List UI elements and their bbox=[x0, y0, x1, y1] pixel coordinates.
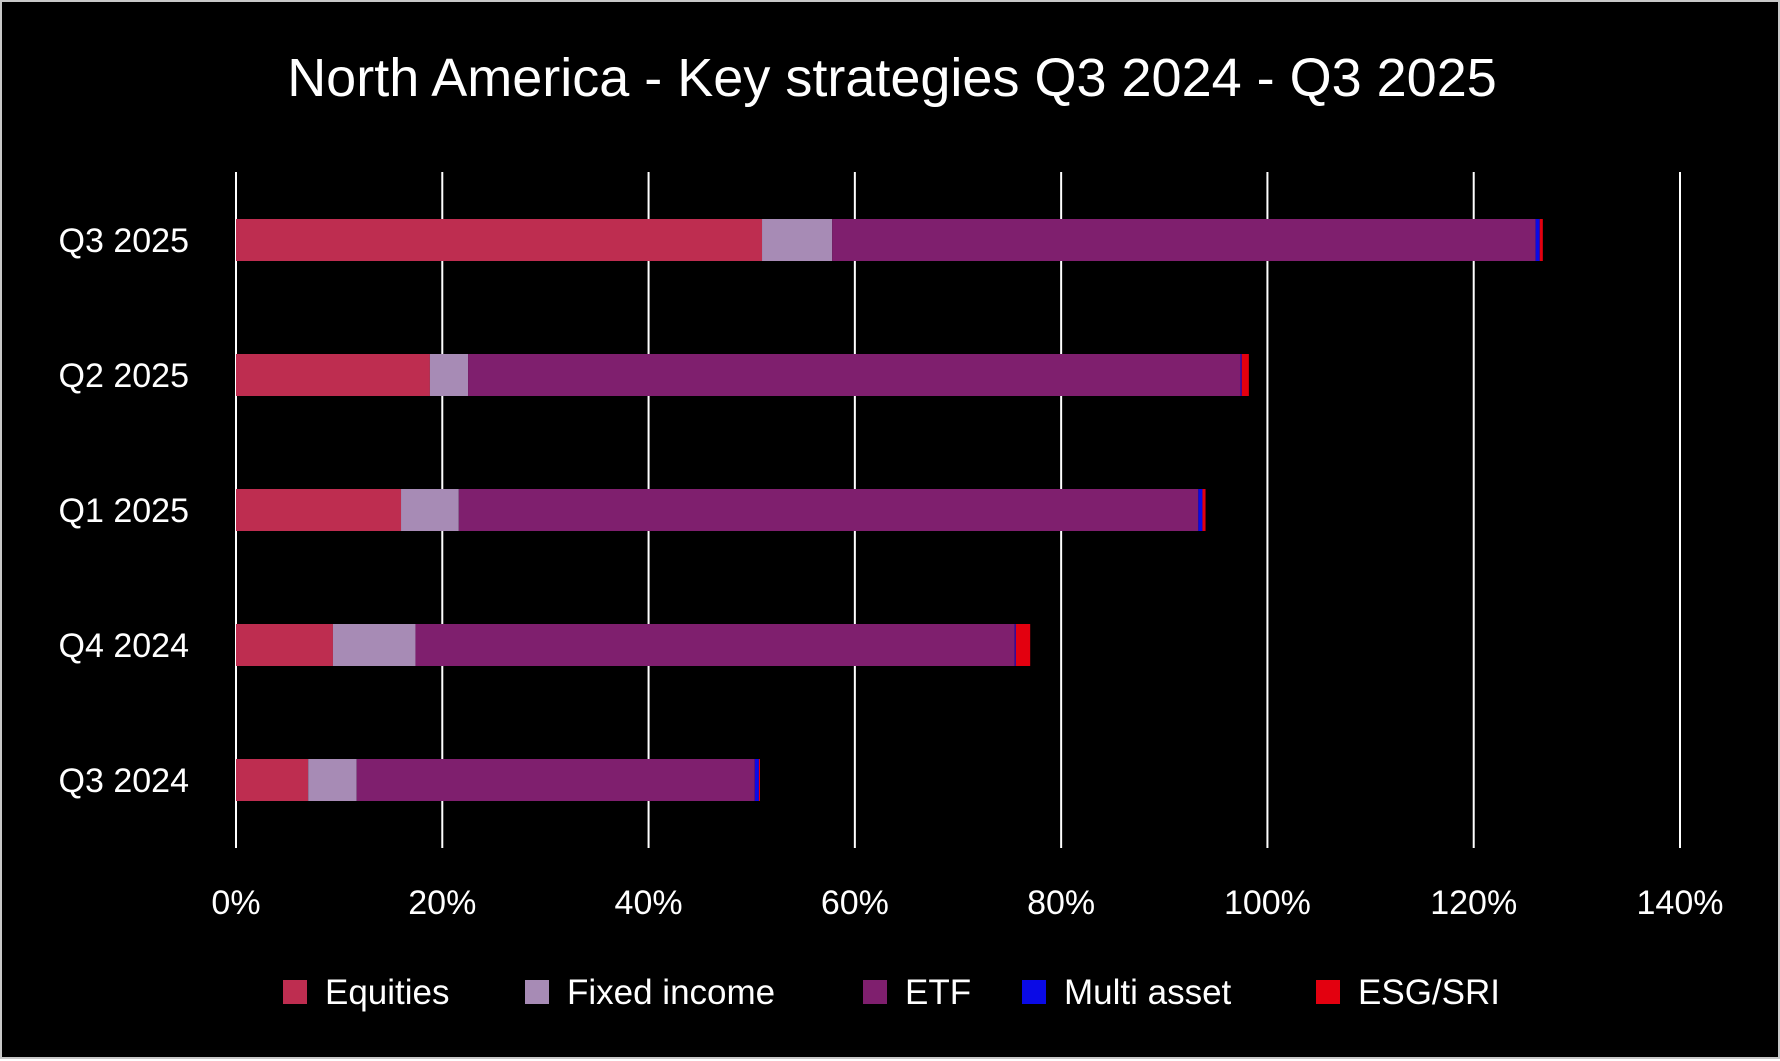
bar-segment bbox=[308, 759, 357, 801]
x-tick-label: 80% bbox=[1027, 884, 1095, 922]
category-label: Q4 2024 bbox=[59, 627, 189, 665]
x-tick-labels: 0% 20% 40% 60% 80% 100% 120% 140% bbox=[211, 884, 1723, 922]
category-label: Q3 2025 bbox=[59, 222, 189, 260]
legend-label: Equities bbox=[325, 973, 450, 1012]
legend-swatch bbox=[1316, 980, 1340, 1004]
bar-segment bbox=[1198, 489, 1203, 531]
bar-segment bbox=[1240, 354, 1242, 396]
legend-swatch bbox=[863, 980, 887, 1004]
bar-segment bbox=[1535, 219, 1540, 261]
bar-segment bbox=[415, 624, 1015, 666]
x-tick-label: 0% bbox=[211, 884, 260, 922]
category-label: Q1 2025 bbox=[59, 492, 189, 530]
legend-label: Fixed income bbox=[567, 973, 775, 1012]
bar-segment bbox=[332, 624, 416, 666]
bar-segment bbox=[236, 759, 309, 801]
category-label: Q2 2025 bbox=[59, 357, 189, 395]
bar-segment bbox=[754, 759, 759, 801]
bar-segment bbox=[236, 354, 430, 396]
x-tick-label: 140% bbox=[1637, 884, 1724, 922]
bar-segment bbox=[236, 624, 333, 666]
bar-segment bbox=[758, 759, 760, 801]
legend-label: Multi asset bbox=[1064, 973, 1232, 1012]
bar-segment bbox=[832, 219, 1536, 261]
legend-swatch bbox=[283, 980, 307, 1004]
bar-segment bbox=[1539, 219, 1543, 261]
bar-segment bbox=[1202, 489, 1206, 531]
legend-swatch bbox=[525, 980, 549, 1004]
legend-label: ESG/SRI bbox=[1358, 973, 1500, 1012]
bar-segment bbox=[458, 489, 1199, 531]
bar-segment bbox=[762, 219, 833, 261]
bar-segment bbox=[1015, 624, 1031, 666]
bar-segment bbox=[236, 219, 763, 261]
category-labels: Q3 2025 Q2 2025 Q1 2025 Q4 2024 Q3 2024 bbox=[59, 222, 189, 800]
bar-segment bbox=[1241, 354, 1249, 396]
bar-segment bbox=[1014, 624, 1016, 666]
legend-label: ETF bbox=[905, 973, 971, 1012]
bars bbox=[236, 219, 1543, 801]
x-tick-label: 20% bbox=[408, 884, 476, 922]
chart-title: North America - Key strategies Q3 2024 -… bbox=[287, 48, 1497, 108]
legend: Equities Fixed income ETF Multi asset ESG/SR… bbox=[283, 973, 1500, 1012]
bar-segment bbox=[236, 489, 402, 531]
bar-segment bbox=[429, 354, 469, 396]
bar-segment bbox=[356, 759, 755, 801]
x-tick-label: 60% bbox=[821, 884, 889, 922]
legend-swatch bbox=[1022, 980, 1046, 1004]
bar-segment bbox=[401, 489, 459, 531]
x-tick-label: 120% bbox=[1430, 884, 1517, 922]
bar-segment bbox=[468, 354, 1241, 396]
x-tick-label: 100% bbox=[1224, 884, 1311, 922]
category-label: Q3 2024 bbox=[59, 762, 189, 800]
x-tick-label: 40% bbox=[615, 884, 683, 922]
